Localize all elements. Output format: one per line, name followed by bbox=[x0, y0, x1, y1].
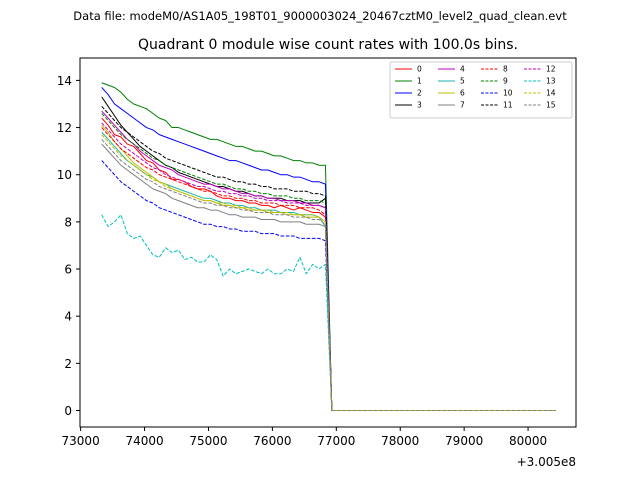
legend-label-4: 4 bbox=[460, 65, 465, 74]
x-tick-label: 74000 bbox=[125, 434, 163, 448]
x-tick-label: 73000 bbox=[62, 434, 100, 448]
plot-area bbox=[101, 82, 556, 411]
axes-frame bbox=[79, 57, 577, 428]
y-tick-label: 0 bbox=[64, 404, 72, 418]
legend-label-14: 14 bbox=[546, 89, 556, 98]
x-tick-label: 76000 bbox=[253, 434, 291, 448]
x-tick-label: 78000 bbox=[381, 434, 419, 448]
series-layer bbox=[101, 82, 556, 411]
y-tick-label: 4 bbox=[64, 310, 72, 324]
chart-suptitle: Data file: modeM0/AS1A05_198T01_90000030… bbox=[73, 9, 567, 23]
x-tick-label: 77000 bbox=[317, 434, 355, 448]
legend-label-8: 8 bbox=[503, 65, 508, 74]
y-tick-label: 8 bbox=[64, 215, 72, 229]
y-axis: 0 2 4 6 8 10 12 14 bbox=[57, 74, 80, 418]
series-line-14 bbox=[101, 134, 556, 411]
legend-frame bbox=[389, 61, 573, 119]
legend-label-11: 11 bbox=[503, 101, 513, 110]
legend-label-7: 7 bbox=[460, 101, 465, 110]
legend-label-1: 1 bbox=[417, 77, 422, 86]
x-tick-label: 79000 bbox=[445, 434, 483, 448]
y-tick-label: 12 bbox=[57, 121, 72, 135]
legend-label-6: 6 bbox=[460, 89, 465, 98]
y-tick-label: 6 bbox=[64, 263, 72, 277]
legend-label-9: 9 bbox=[503, 77, 508, 86]
x-axis: 73000 74000 75000 76000 77000 78000 79000 80000 bbox=[62, 427, 547, 448]
x-offset-label: +3.005e8 bbox=[517, 455, 576, 469]
legend-label-0: 0 bbox=[417, 65, 422, 74]
x-tick-label: 80000 bbox=[509, 434, 547, 448]
series-line-15 bbox=[101, 139, 556, 411]
y-tick-label: 14 bbox=[57, 74, 72, 88]
legend-label-3: 3 bbox=[417, 101, 422, 110]
x-tick-label: 75000 bbox=[189, 434, 227, 448]
legend-label-15: 15 bbox=[546, 101, 556, 110]
legend-label-10: 10 bbox=[503, 89, 513, 98]
legend-label-5: 5 bbox=[460, 77, 465, 86]
chart-title: Quadrant 0 module wise count rates with … bbox=[138, 37, 518, 53]
y-tick-label: 2 bbox=[64, 357, 72, 371]
legend-label-2: 2 bbox=[417, 89, 422, 98]
y-tick-label: 10 bbox=[57, 168, 72, 182]
legend-label-12: 12 bbox=[546, 65, 556, 74]
legend-label-13: 13 bbox=[546, 77, 556, 86]
